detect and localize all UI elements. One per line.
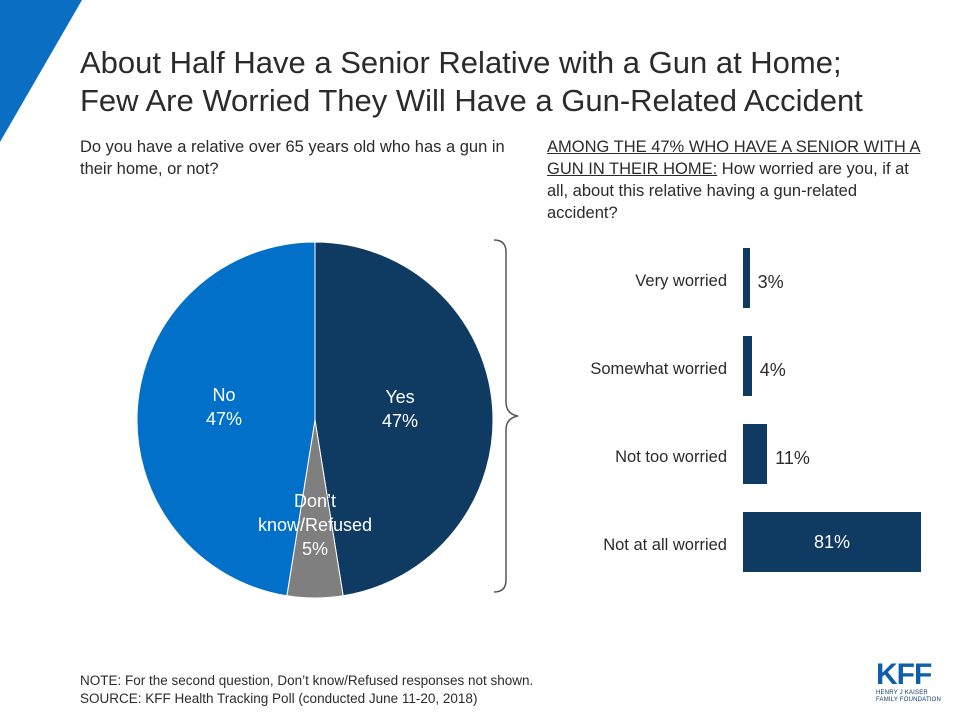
bar-category-label: Very worried <box>635 272 727 290</box>
bar-question: AMONG THE 47% WHO HAVE A SENIOR WITH A G… <box>547 136 927 224</box>
bar-not-too-worried <box>743 424 768 484</box>
pie-slice-yes <box>314 241 494 597</box>
bar-category-label: Not too worried <box>615 448 727 466</box>
bar-question-underlined: AMONG THE 47% WHO HAVE A SENIOR WITH A G… <box>547 138 921 178</box>
bar-value-label: 81% <box>813 531 851 552</box>
title-line-1: About Half Have a Senior Relative with a… <box>80 45 842 80</box>
kff-logo: KFF HENRY J KAISER FAMILY FOUNDATION <box>876 660 946 708</box>
pie-chart: Yes 47% Don’t know/Refused 5% No 47% <box>136 241 494 599</box>
bar-category-label: Not at all worried <box>603 536 727 554</box>
bar-value-label: 4% <box>759 360 786 380</box>
source-text: SOURCE: KFF Health Tracking Poll (conduc… <box>80 691 478 706</box>
footnote: NOTE: For the second question, Don’t kno… <box>80 672 533 708</box>
logo-wordmark: KFF <box>876 658 932 691</box>
pie-label-don-t-know-refused: Don’t know/Refused 5% <box>258 491 372 559</box>
bar-value-label: 3% <box>757 272 784 292</box>
pie-slice-no <box>136 241 316 597</box>
bar-row-very-worried: Very worried 3% <box>540 248 940 308</box>
pie-label-yes: Yes 47% <box>382 387 418 431</box>
bar-very-worried <box>743 248 750 308</box>
bar-question-rest: How worried are you, if at all, about th… <box>547 160 909 222</box>
bar-value-label: 11% <box>775 448 810 468</box>
corner-decoration <box>0 0 82 142</box>
bar-row-not-at-all-worried: Not at all worried 81% <box>540 512 940 572</box>
pie-label-no: No 47% <box>206 385 242 429</box>
bar-row-somewhat-worried: Somewhat worried 4% <box>540 336 940 396</box>
logo-subtitle-2: FAMILY FOUNDATION <box>876 697 942 703</box>
page-title: About Half Have a Senior Relative with a… <box>80 44 940 120</box>
bar-category-label: Somewhat worried <box>590 360 727 378</box>
pie-question: Do you have a relative over 65 years old… <box>80 138 505 178</box>
note-text: NOTE: For the second question, Don’t kno… <box>80 673 534 688</box>
title-line-2: Few Are Worried They Will Have a Gun-Rel… <box>80 83 863 118</box>
right-brace <box>493 239 519 593</box>
logo-subtitle-1: HENRY J KAISER <box>876 690 928 696</box>
bar-not-at-all-worried <box>743 512 921 572</box>
bar-row-not-too-worried: Not too worried 11% <box>540 424 940 484</box>
bar-somewhat-worried <box>743 336 752 396</box>
bar-chart: Very worried 3% Somewhat worried 4% Not too … <box>540 240 940 585</box>
